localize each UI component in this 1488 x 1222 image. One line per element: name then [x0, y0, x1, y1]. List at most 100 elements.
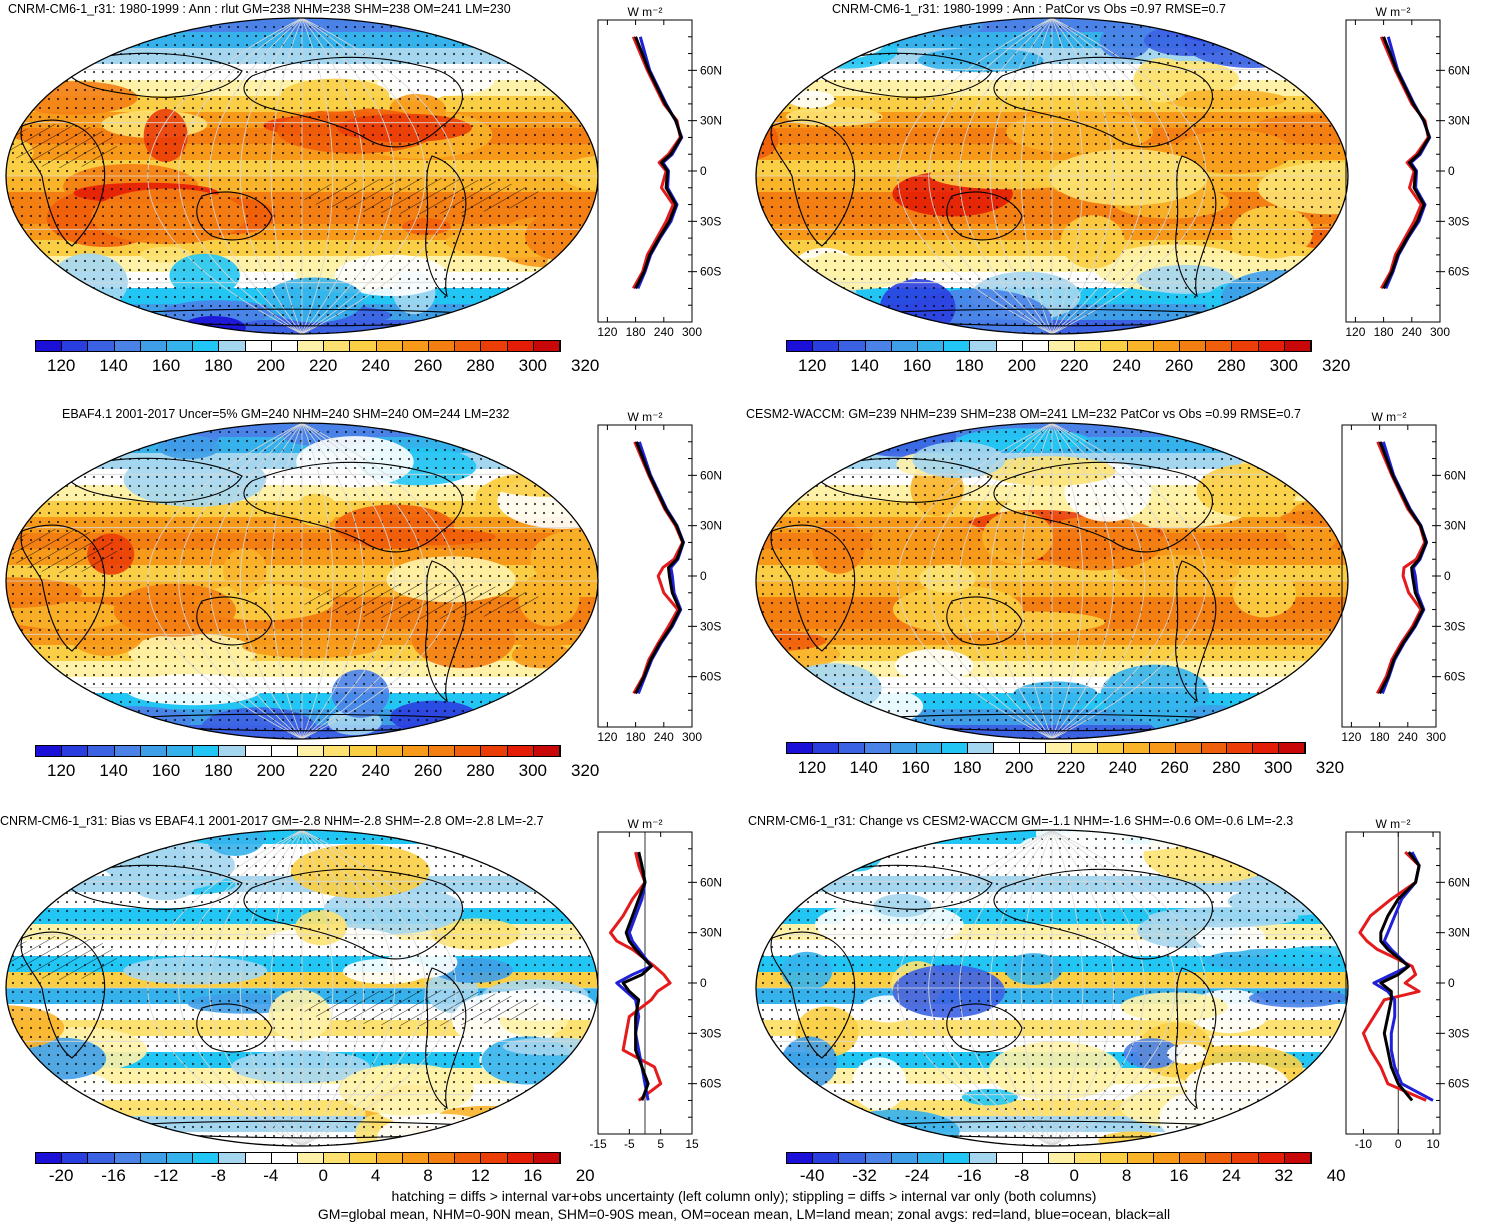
colorbar-tick-label: -20 — [48, 1166, 74, 1185]
colorbar-swatch — [1175, 743, 1202, 753]
zonal-series-all — [621, 851, 653, 1101]
colorbar-swatch — [1049, 341, 1076, 351]
zonal-lat-tick-label: 30N — [700, 926, 722, 940]
zonal-mean-plot: W m⁻² 60N 30N 0 30S 60S 120 180 240 300 — [1341, 410, 1466, 744]
colorbar-swatch — [88, 341, 115, 351]
zonal-x-tick-label: 15 — [685, 1137, 699, 1151]
zonal-x-tick-label: 180 — [1374, 325, 1394, 339]
colorbar-swatch — [1127, 341, 1154, 351]
colorbar-tick-label: 120 — [47, 356, 76, 375]
colorbar-tick-label: 220 — [1060, 356, 1089, 375]
zonal-lat-tick-label: 0 — [700, 976, 707, 990]
colorbar-tick-label: 280 — [466, 761, 495, 780]
zonal-x-tick-label: 0 — [1395, 1137, 1402, 1151]
colorbar-swatch — [787, 341, 814, 351]
zonal-series-land — [1375, 441, 1427, 695]
colorbar-swatch — [271, 1153, 299, 1163]
zonal-units-label: W m⁻² — [628, 410, 663, 424]
colorbar-swatch — [1127, 1153, 1154, 1163]
colorbar-swatch — [245, 1153, 272, 1163]
zonal-lat-tick-label: 60N — [700, 875, 722, 889]
zonal-x-tick-label: 240 — [1402, 325, 1422, 339]
robinson-map — [755, 422, 1349, 740]
colorbar-swatch — [994, 743, 1021, 753]
colorbar-swatch — [1075, 1153, 1102, 1163]
colorbar-tick-label: 140 — [849, 758, 878, 777]
colorbar-swatch — [219, 341, 246, 351]
colorbar-tick-label: -32 — [852, 1166, 877, 1185]
colorbar-swatch — [1075, 341, 1102, 351]
colorbar-tick-label: 320 — [1322, 356, 1351, 375]
colorbar-tick-label: 32 — [1274, 1166, 1294, 1185]
colorbar-swatch — [944, 1153, 971, 1163]
map-field — [6, 830, 598, 1146]
colorbar-tick-label: 8 — [423, 1166, 433, 1185]
colorbar-swatch — [1180, 341, 1207, 351]
colorbar-swatch — [1258, 341, 1285, 351]
colorbar-tick-label: 300 — [1263, 758, 1293, 777]
colorbar-swatch — [219, 1153, 246, 1163]
colorbar-swatch — [455, 341, 482, 351]
colorbar-tick-label: 280 — [1217, 356, 1246, 375]
colorbar-tick-label: 140 — [99, 761, 128, 780]
colorbar-swatch — [1232, 1153, 1259, 1163]
colorbar-swatch — [219, 746, 246, 756]
colorbar-swatch — [114, 1153, 141, 1163]
colorbar-tick-label: 220 — [309, 761, 338, 780]
colorbar-swatch — [813, 341, 840, 351]
zonal-lat-tick-label: 30S — [1448, 1026, 1469, 1040]
zonal-lat-tick-label: 30S — [700, 1026, 721, 1040]
colorbar-swatch — [533, 746, 561, 756]
zonal-lat-tick-label: 60S — [1448, 1077, 1469, 1091]
colorbar-swatch — [839, 1153, 866, 1163]
robinson-map — [5, 829, 599, 1147]
colorbar-tick-label: -8 — [1014, 1166, 1030, 1185]
zonal-x-tick-label: -15 — [590, 1137, 607, 1151]
colorbar-swatch — [970, 1153, 997, 1163]
colorbar-swatch — [507, 341, 534, 351]
zonal-series-ocean — [637, 441, 685, 694]
zonal-series-all — [1379, 851, 1421, 1102]
zonal-x-tick-label: -5 — [624, 1137, 635, 1151]
zonal-lat-tick-label: 0 — [700, 569, 707, 583]
colorbar-swatch — [1201, 743, 1228, 753]
colorbar-swatch — [193, 341, 220, 351]
colorbar-swatch — [1253, 743, 1280, 753]
colorbar-tick-label: 240 — [361, 761, 390, 780]
zonal-series-land — [1358, 851, 1427, 1102]
colorbar-swatch — [429, 341, 456, 351]
colorbar-swatch — [167, 341, 194, 351]
zonal-mean-plot: W m⁻² 60N 30N 0 30S 60S 120 180 240 300 — [597, 410, 722, 744]
colorbar-tick-label: 320 — [571, 761, 600, 780]
colorbar-swatch — [88, 1153, 115, 1163]
colorbar-swatch — [839, 341, 866, 351]
colorbar-tick-label: 180 — [204, 761, 233, 780]
colorbar-tick-label: 260 — [1164, 356, 1194, 375]
zonal-lat-tick-label: 30N — [700, 519, 722, 533]
colorbar-swatch — [812, 743, 839, 753]
zonal-units-label: W m⁻² — [1372, 410, 1407, 424]
colorbar-swatch — [114, 341, 141, 351]
zonal-x-tick-label: 300 — [682, 730, 702, 744]
zonal-lat-tick-label: 30N — [1448, 114, 1470, 128]
colorbar-swatch — [1153, 341, 1181, 351]
zonal-x-tick-label: 180 — [1370, 730, 1390, 744]
colorbar-swatch — [996, 1153, 1023, 1163]
zonal-series-ocean — [615, 851, 653, 1101]
panel-bias: CNRM-CM6-1_r31: Bias vs EBAF4.1 2001-201… — [0, 812, 740, 1187]
colorbar-tick-label: 160 — [902, 356, 932, 375]
colorbar-tick-label: 220 — [309, 356, 338, 375]
colorbar — [35, 745, 561, 757]
colorbar-swatch — [864, 743, 891, 753]
colorbar-swatch — [1149, 743, 1176, 753]
zonal-x-tick-label: 10 — [1426, 1137, 1440, 1151]
colorbar-swatch — [1123, 743, 1150, 753]
zonal-lat-tick-label: 60N — [700, 468, 722, 482]
colorbar-tick-label: 280 — [1212, 758, 1241, 777]
colorbar-tick-label: 180 — [955, 356, 984, 375]
colorbar-tick-label: 20 — [575, 1166, 595, 1185]
colorbar-tick-label: 260 — [1160, 758, 1189, 777]
colorbar-tick-label: 320 — [571, 356, 600, 375]
zonal-mean-plot: W m⁻² 60N 30N 0 30S 60S 120 180 240 300 — [1345, 5, 1470, 339]
colorbar-tick-label: 120 — [798, 356, 827, 375]
